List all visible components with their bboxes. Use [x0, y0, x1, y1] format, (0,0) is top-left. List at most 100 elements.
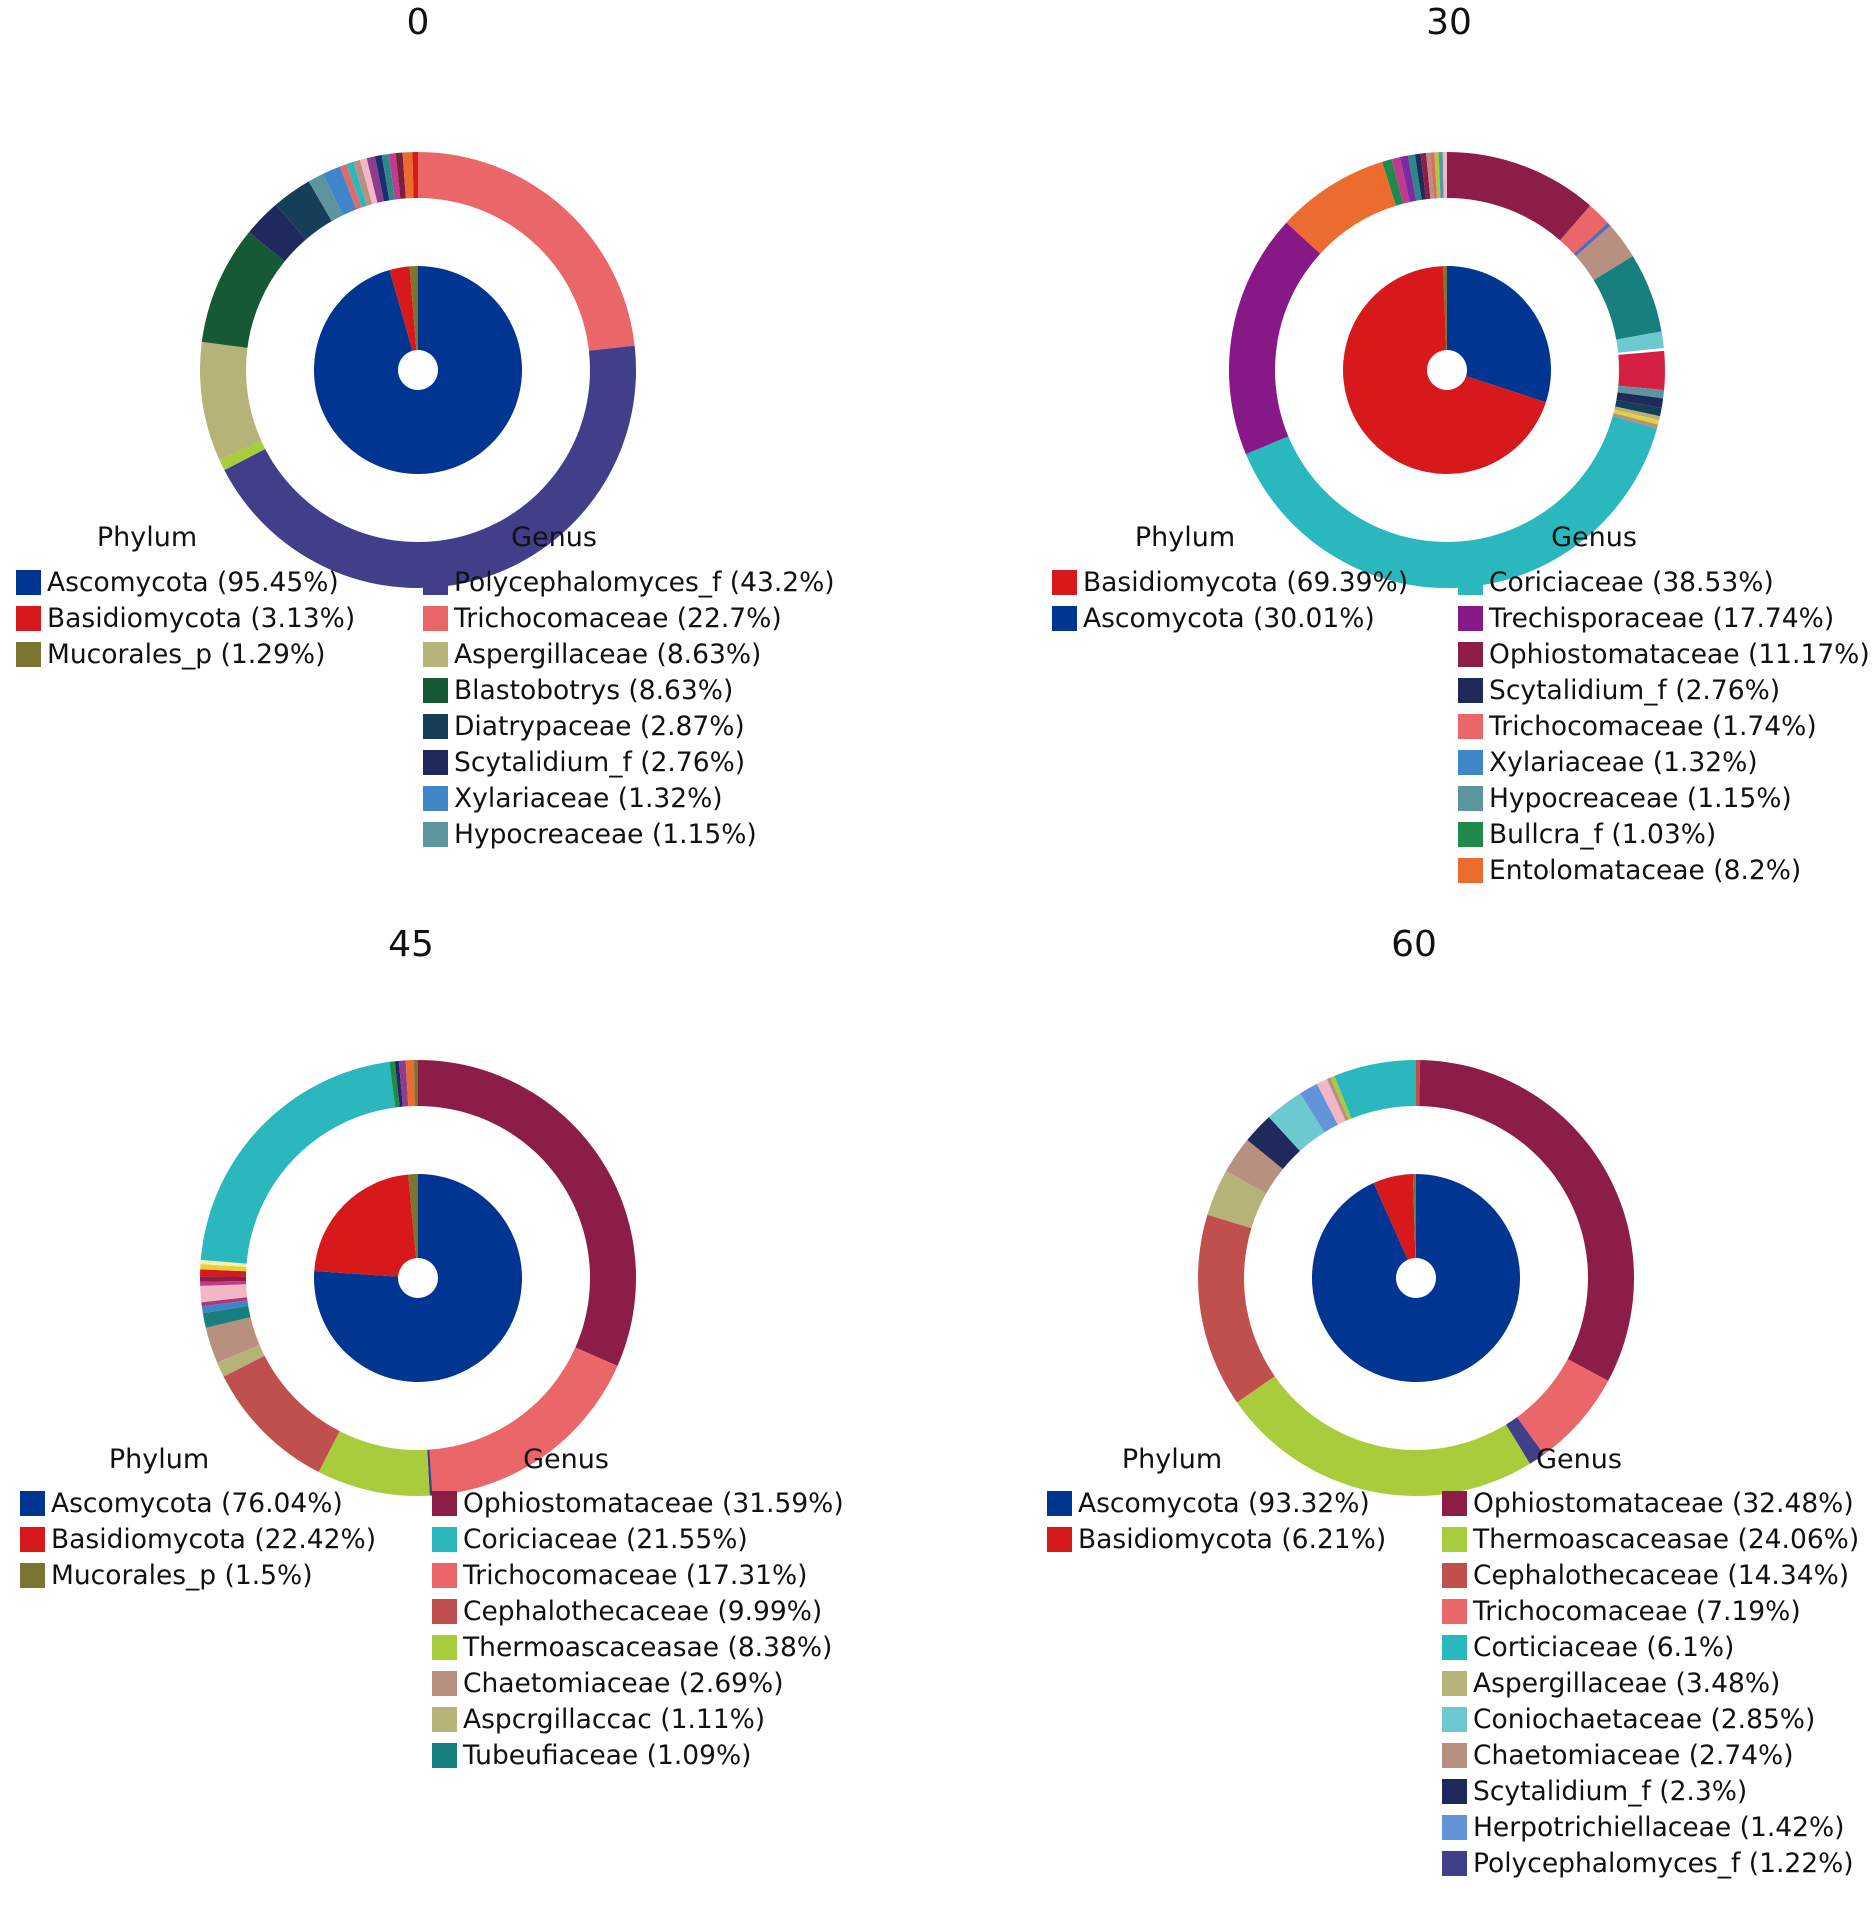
genus-slice-hypocreaceae	[308, 173, 343, 222]
genus-slice-polycephalomyces-f	[1505, 1417, 1544, 1464]
genus-slice-other	[1426, 152, 1434, 199]
legend-label: Ascomycota (93.32%)	[1078, 1487, 1370, 1519]
genus-legend-item: Trichocomaceae (22.7%)	[423, 600, 835, 636]
genus-slice-cephalothecaceae	[223, 1355, 340, 1473]
legend-label: Bullcra_f (1.03%)	[1489, 818, 1717, 850]
genus-slice-other	[388, 153, 401, 200]
legend-swatch	[432, 1598, 457, 1624]
genus-slice-other	[1416, 1060, 1421, 1107]
phylum-slice-other	[1443, 266, 1447, 351]
legend-swatch	[432, 1562, 457, 1588]
genus-legend-item: Diatrypaceae (2.87%)	[423, 708, 835, 744]
genus-slice-corticiaceae	[1334, 1060, 1416, 1119]
donut-chart	[200, 1060, 636, 1496]
genus-legend-item: Hypocreaceae (1.15%)	[423, 816, 835, 852]
panel-title: 60	[1391, 924, 1437, 965]
legend-label: Coniochaetaceae (2.85%)	[1473, 1703, 1816, 1735]
genus-slice-other	[1573, 222, 1611, 257]
legend-swatch	[1442, 1526, 1467, 1552]
genus-legend-item: Trichocomaceae (7.19%)	[1442, 1593, 1859, 1629]
genus-slice-other	[413, 1060, 418, 1107]
legend-swatch	[1442, 1778, 1467, 1804]
genus-slice-other	[1438, 152, 1444, 199]
legend-label: Tubeufiaceae (1.09%)	[463, 1739, 752, 1771]
genus-slice-chaetomiaceae	[205, 1317, 260, 1363]
phylum-legend: Basidiomycota (69.39%) Ascomycota (30.01%…	[1052, 564, 1408, 636]
genus-slice-other	[398, 1060, 409, 1107]
legend-label: Chaetomiaceae (2.74%)	[1473, 1739, 1794, 1771]
phylum-legend-item: Basidiomycota (69.39%)	[1052, 564, 1408, 600]
genus-legend: Polycephalomyces_f (43.2%) Trichocomaceae…	[423, 564, 835, 852]
legend-swatch	[432, 1634, 457, 1660]
phylum-slice-ascomycota	[314, 1174, 522, 1382]
legend-label: Blastobotrys (8.63%)	[454, 674, 734, 706]
genus-slice-hypocreaceae	[1617, 385, 1665, 399]
legend-swatch	[1442, 1598, 1467, 1624]
genus-legend-header: Genus	[523, 1444, 609, 1475]
legend-label: Ophiostomataceae (32.48%)	[1473, 1487, 1854, 1519]
legend-swatch	[1442, 1742, 1467, 1768]
genus-slice-cephalothecaceae	[1198, 1214, 1275, 1403]
genus-legend-item: Chaetomiaceae (2.74%)	[1442, 1737, 1859, 1773]
legend-swatch	[1047, 1526, 1072, 1552]
genus-legend-item: Entolomataceae (8.2%)	[1458, 852, 1870, 888]
legend-label: Aspergillaceae (8.63%)	[454, 638, 762, 670]
legend-swatch	[1458, 569, 1483, 595]
genus-slice-coniochaetaceae	[1268, 1093, 1325, 1152]
phylum-slice-ascomycota	[1447, 266, 1551, 403]
genus-slice-other	[1430, 152, 1438, 199]
legend-label: Trichocomaceae (7.19%)	[1473, 1595, 1801, 1627]
genus-slice-other	[405, 1060, 415, 1107]
genus-legend-item: Xylariaceae (1.32%)	[1458, 744, 1870, 780]
legend-swatch	[16, 605, 41, 631]
genus-legend-item: Herpotrichiellaceae (1.42%)	[1442, 1809, 1859, 1845]
phylum-legend-item: Ascomycota (95.45%)	[16, 564, 355, 600]
legend-label: Aspergillaceae (3.48%)	[1473, 1667, 1781, 1699]
genus-legend-item: Trichocomaceae (1.74%)	[1458, 708, 1870, 744]
phylum-legend-item: Basidiomycota (22.42%)	[20, 1521, 376, 1557]
genus-legend-item: Tubeufiaceae (1.09%)	[432, 1737, 844, 1773]
legend-label: Ascomycota (30.01%)	[1083, 602, 1375, 634]
phylum-legend-header: Phylum	[96, 522, 198, 553]
genus-slice-tubeufiaceae	[202, 1305, 251, 1328]
legend-swatch	[1442, 1670, 1467, 1696]
legend-swatch	[1458, 857, 1483, 883]
genus-slice-other	[412, 152, 418, 199]
legend-label: Trichocomaceae (1.74%)	[1489, 710, 1817, 742]
legend-swatch	[1458, 713, 1483, 739]
legend-swatch	[432, 1706, 457, 1732]
genus-slice-other	[427, 1449, 433, 1496]
legend-swatch	[20, 1526, 45, 1552]
genus-legend-item: Polycephalomyces_f (1.22%)	[1442, 1845, 1859, 1881]
phylum-slice-basidiomycota	[314, 1174, 417, 1277]
genus-slice-other	[1316, 1079, 1346, 1125]
legend-label: Hypocreaceae (1.15%)	[454, 818, 757, 850]
genus-slice-other	[1326, 1077, 1349, 1122]
phylum-legend-item: Mucorales_p (1.29%)	[16, 636, 355, 672]
genus-slice-other	[1330, 1075, 1352, 1120]
genus-legend-item: Coriciaceae (21.55%)	[432, 1521, 844, 1557]
phylum-legend: Ascomycota (76.04%) Basidiomycota (22.42%…	[20, 1485, 376, 1593]
genus-legend-item: Ophiostomataceae (11.17%)	[1458, 636, 1870, 672]
legend-swatch	[432, 1490, 457, 1516]
genus-slice-other	[1391, 157, 1410, 204]
genus-slice-trechisporaceae	[1229, 222, 1321, 455]
genus-slice-aspergillaceae	[1207, 1170, 1267, 1229]
genus-legend-item: Thermoascaceasae (24.06%)	[1442, 1521, 1859, 1557]
panel-day-60: 60 Phylum Genus Ascomycota (93.32%) Basid…	[0, 0, 1859, 1879]
legend-label: Trechisporaceae (17.74%)	[1489, 602, 1835, 634]
legend-label: Mucorales_p (1.29%)	[47, 638, 326, 670]
legend-swatch	[1458, 641, 1483, 667]
genus-slice-other	[394, 1060, 403, 1107]
phylum-slice-basidiomycota	[1343, 266, 1546, 474]
legend-swatch	[1442, 1634, 1467, 1660]
legend-swatch	[20, 1562, 45, 1588]
legend-swatch	[16, 569, 41, 595]
genus-slice-other	[346, 161, 367, 208]
legend-label: Herpotrichiellaceae (1.42%)	[1473, 1811, 1845, 1843]
genus-slice-other	[1399, 155, 1417, 203]
donut-chart	[1229, 152, 1665, 588]
legend-label: Trichocomaceae (17.31%)	[463, 1559, 808, 1591]
genus-legend-item: Bullcra_f (1.03%)	[1458, 816, 1870, 852]
genus-legend-item: Cephalothecaceae (9.99%)	[432, 1593, 844, 1629]
